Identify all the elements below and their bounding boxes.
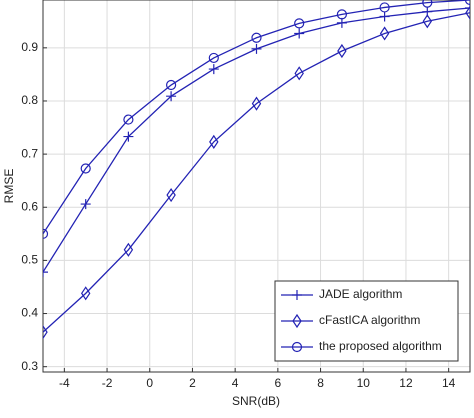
y-axis-label: RMSE — [2, 169, 16, 204]
y-tick-label: 0.4 — [21, 306, 38, 320]
x-tick-label: 0 — [146, 376, 153, 390]
y-tick-label: 0.5 — [21, 253, 38, 267]
marker — [38, 267, 48, 277]
marker — [380, 11, 390, 21]
x-tick-label: 12 — [399, 376, 413, 390]
y-tick-label: 0.7 — [21, 146, 38, 160]
legend-label: the proposed algorithm — [319, 339, 442, 353]
y-tick-label: 0.3 — [21, 359, 38, 373]
x-tick-label: 4 — [232, 376, 239, 390]
y-tick-label: 0.6 — [21, 199, 38, 213]
marker — [294, 28, 304, 38]
x-tick-label: 8 — [317, 376, 324, 390]
y-tick-label: 0.8 — [21, 93, 38, 107]
legend-label: JADE algorithm — [319, 287, 402, 301]
x-tick-label: 2 — [189, 376, 196, 390]
x-tick-label: 10 — [357, 376, 371, 390]
marker — [252, 44, 262, 54]
x-tick-label: 14 — [442, 376, 456, 390]
x-tick-label: -4 — [59, 376, 70, 390]
y-tick-label: 0.9 — [21, 40, 38, 54]
marker — [209, 64, 219, 74]
legend: JADE algorithm cFastICA algorithm the prop… — [275, 281, 458, 361]
x-tick-label: -2 — [102, 376, 113, 390]
legend-label: cFastICA algorithm — [319, 313, 420, 327]
x-tick-label: 6 — [275, 376, 282, 390]
x-axis-label: SNR(dB) — [232, 394, 280, 408]
